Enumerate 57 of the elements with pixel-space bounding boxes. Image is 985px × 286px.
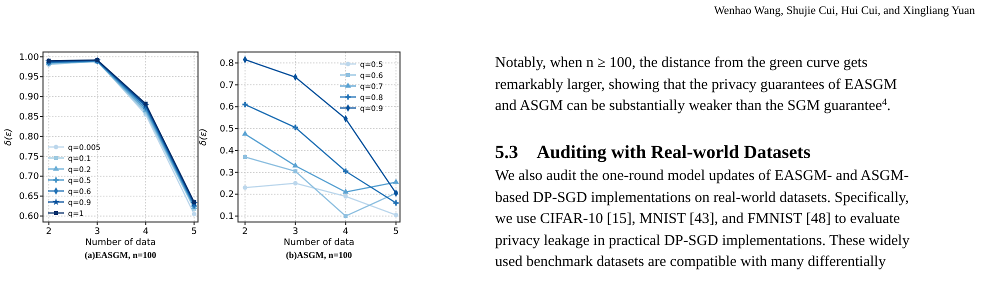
- y-axis-title: δ(ε): [199, 128, 209, 146]
- point: [292, 162, 298, 168]
- text: based DP-SGD implementations on real-world datasets. Specifically,: [495, 190, 909, 206]
- y-tick-label: 0.80: [18, 132, 40, 142]
- text: we use CIFAR-10 [15], MNIST [43], and FMNIST [48] to evaluate: [495, 211, 900, 227]
- y-tick-label: 0.2: [220, 190, 234, 200]
- point: [293, 169, 298, 174]
- text: (a)EASGM, n=100: [84, 250, 157, 260]
- point: [393, 200, 399, 206]
- point: [243, 155, 248, 160]
- y-tick-label: 0.75: [18, 152, 39, 162]
- y-tick-label: 0.60: [18, 212, 40, 222]
- x-tick-label: 2: [46, 227, 52, 237]
- text: used benchmark datasets are compatible with many differentially: [495, 254, 886, 270]
- text: remarkably larger, showing that the privacy guarantees of EASGM: [495, 77, 897, 93]
- point: [343, 194, 348, 199]
- y-tick-label: 0.1: [220, 212, 234, 222]
- x-tick-label: 4: [142, 227, 149, 237]
- y-tick-label: 0.95: [18, 72, 39, 83]
- text: We also audit the one-round model updates of EASGM- and ASGM-: [495, 168, 909, 184]
- x-tick-label: 4: [342, 227, 349, 237]
- text: Notably, when n ≥ 100, the distance from the green curve gets: [495, 55, 868, 71]
- x-tick-label: 5: [191, 227, 197, 237]
- point: [242, 130, 248, 136]
- text: and ASGM can be substantially weaker than the SGM guarantee$^{4}$.: [495, 96, 891, 114]
- y-tick-label: 0.4: [220, 146, 234, 156]
- x-tick-label: 3: [94, 227, 100, 237]
- point: [192, 212, 196, 216]
- point: [342, 188, 349, 194]
- point: [242, 185, 248, 190]
- x-tick-label: 5: [393, 227, 399, 237]
- point: [144, 102, 148, 106]
- x-axis-title: Number of data: [85, 238, 156, 248]
- point: [242, 102, 248, 108]
- y-tick-label: 1.00: [18, 52, 40, 63]
- y-tick-label: 0.7: [220, 80, 234, 91]
- y-axis-title: δ(ε): [4, 128, 14, 146]
- text: (b)ASGM, n=100: [286, 250, 353, 260]
- y-tick-label: 0.3: [220, 168, 234, 178]
- y-tick-label: 0.70: [18, 172, 40, 182]
- point: [293, 181, 298, 186]
- point: [392, 178, 400, 184]
- y-tick-label: 0.6: [220, 102, 234, 113]
- y-tick-label: 0.85: [18, 112, 39, 122]
- point: [292, 124, 298, 130]
- point: [394, 212, 398, 218]
- point: [344, 214, 348, 218]
- y-tick-label: 0.5: [220, 124, 234, 135]
- text: Wenhao Wang, Shujie Cui, Hui Cui, and Xingliang Yuan: [714, 5, 976, 17]
- x-axis-title: Number of data: [284, 238, 354, 248]
- x-tick-label: 3: [292, 227, 298, 237]
- y-tick-label: 0.90: [18, 92, 40, 103]
- y-tick-label: 0.65: [18, 192, 39, 202]
- x-tick-label: 2: [242, 227, 248, 237]
- text: privacy leakage in practical DP-SGD implementations. These widely: [495, 233, 910, 249]
- y-tick-label: 0.8: [220, 58, 234, 69]
- text: 5.3 Auditing with Real-world Datasets: [495, 143, 811, 163]
